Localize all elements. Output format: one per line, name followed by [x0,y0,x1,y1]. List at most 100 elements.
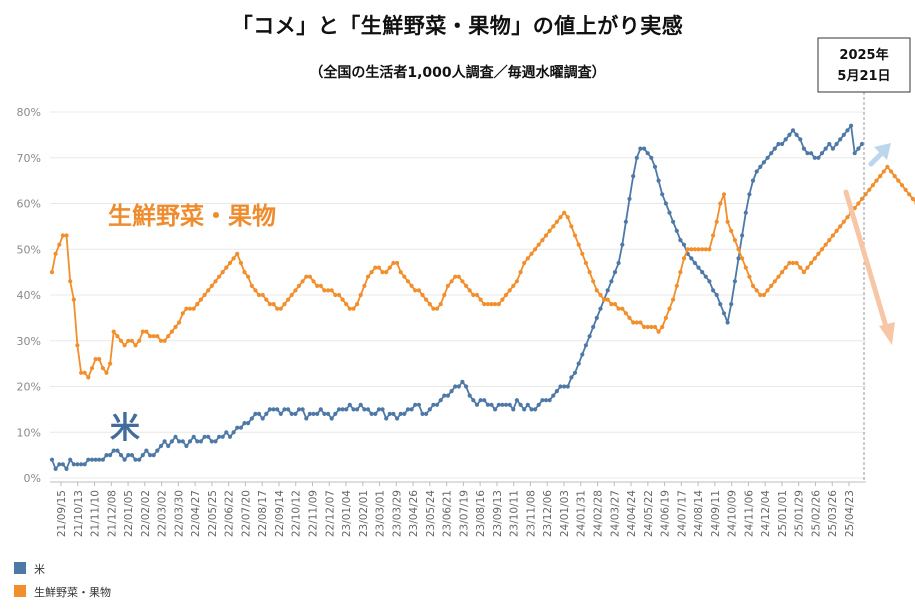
data-point [533,407,538,412]
legend-label-veg: 生鮮野菜・果物 [34,585,111,599]
legend-label-rice: 米 [34,563,45,576]
data-point [416,288,421,293]
data-point [623,311,629,316]
data-point [689,247,694,252]
x-tick-label: 23/07/19 [458,490,470,537]
data-point [442,292,447,298]
data-point [456,384,461,389]
data-point [231,256,236,261]
legend: 米 生鮮野菜・果物 [14,562,111,599]
data-point [569,375,574,380]
data-point [616,306,621,311]
data-point [151,334,156,339]
data-point [798,137,803,142]
data-point [750,178,756,183]
data-point [678,238,683,243]
data-point [449,389,454,394]
data-point [206,434,211,439]
data-point [790,128,796,133]
data-point [438,302,443,307]
x-tick-label: 25/02/26 [810,490,822,537]
legend-swatch-veg [14,585,26,597]
data-point [402,411,407,416]
y-tick-label: 50% [17,243,41,256]
data-point [689,256,694,261]
data-point [616,260,621,266]
data-point [801,270,807,275]
data-point [275,306,280,311]
trend-arrow-down-icon [843,189,895,345]
data-point [692,260,698,266]
y-tick-label: 80% [17,106,41,119]
x-tick-label: 23/10/11 [509,490,521,537]
data-point [536,402,541,407]
data-point [453,384,458,389]
data-point [384,416,389,421]
data-point [700,247,705,252]
data-point [529,251,534,256]
data-point [522,407,527,412]
data-point [790,260,796,266]
x-tick-label: 22/08/17 [257,490,269,537]
data-point [736,256,741,261]
x-tick-label: 23/02/01 [358,490,370,537]
x-tick-label: 22/01/05 [123,490,135,537]
data-point [591,279,596,284]
x-tick-label: 24/03/27 [609,490,621,537]
data-point [493,302,498,307]
data-point [620,306,625,311]
x-tick-label: 25/01/01 [777,490,789,537]
data-point [118,453,124,458]
data-point [612,302,618,307]
data-point [663,201,669,206]
data-point [507,288,512,293]
inline-label-veg: 生鮮野菜・果物 [108,202,276,230]
data-point [278,411,283,416]
data-point [583,260,589,266]
data-point [725,219,730,224]
data-point [511,283,516,288]
data-point [783,265,788,270]
data-point [108,361,113,366]
data-point [725,320,730,325]
data-point [184,443,189,449]
data-point [565,215,570,220]
data-point [460,279,465,284]
data-point [424,297,429,302]
data-point [471,398,476,403]
data-point [282,407,287,412]
x-tick-label: 21/10/13 [73,490,85,537]
data-point [667,306,672,311]
x-tick-label: 25/04/23 [844,490,856,537]
data-point [838,137,843,142]
data-point [594,288,599,293]
data-point [743,265,748,270]
data-point [467,288,472,293]
data-point [562,210,567,215]
data-point [870,183,876,188]
data-point [365,274,371,279]
data-point [485,402,490,407]
data-point [656,178,661,183]
data-point [602,297,607,302]
data-point [104,453,109,458]
data-point [434,306,440,311]
data-point [64,466,69,471]
data-point [503,292,509,298]
data-point [747,192,752,197]
data-point [115,448,120,453]
inline-label-rice: 米 [110,411,140,446]
x-tick-label: 23/04/26 [408,490,420,537]
data-point [576,242,581,247]
data-point [540,398,545,403]
data-point [198,439,203,444]
data-point [398,270,403,275]
data-point [391,411,396,416]
data-point [671,297,676,302]
data-point [485,302,490,307]
data-point [496,302,501,307]
data-point [598,306,603,311]
x-tick-label: 24/11/06 [743,490,755,537]
data-point [758,292,763,298]
data-point [761,292,767,298]
